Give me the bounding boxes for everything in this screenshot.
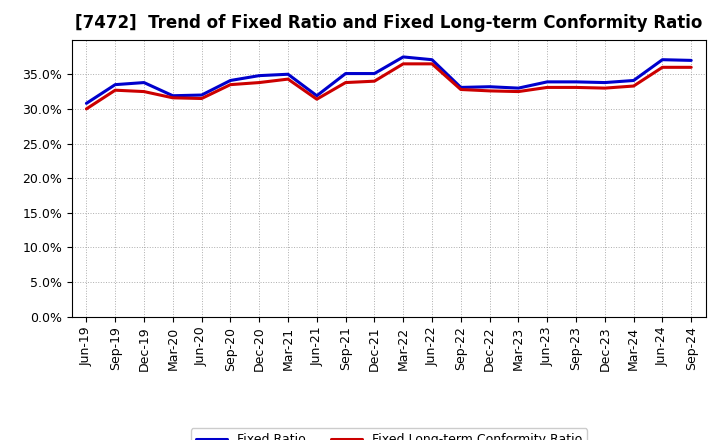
Fixed Long-term Conformity Ratio bbox=[140, 89, 148, 94]
Fixed Ratio bbox=[629, 78, 638, 83]
Fixed Ratio bbox=[341, 71, 350, 76]
Fixed Long-term Conformity Ratio bbox=[572, 85, 580, 90]
Fixed Long-term Conformity Ratio bbox=[341, 80, 350, 85]
Fixed Ratio bbox=[543, 79, 552, 84]
Fixed Ratio bbox=[312, 93, 321, 99]
Fixed Ratio bbox=[600, 80, 609, 85]
Fixed Long-term Conformity Ratio bbox=[428, 61, 436, 66]
Fixed Long-term Conformity Ratio bbox=[456, 87, 465, 92]
Fixed Long-term Conformity Ratio bbox=[514, 89, 523, 94]
Fixed Long-term Conformity Ratio bbox=[82, 106, 91, 111]
Fixed Ratio bbox=[370, 71, 379, 76]
Fixed Long-term Conformity Ratio bbox=[255, 80, 264, 85]
Fixed Long-term Conformity Ratio bbox=[168, 95, 177, 100]
Fixed Long-term Conformity Ratio bbox=[600, 85, 609, 91]
Fixed Ratio bbox=[514, 85, 523, 91]
Fixed Long-term Conformity Ratio bbox=[543, 85, 552, 90]
Fixed Ratio bbox=[572, 79, 580, 84]
Fixed Ratio bbox=[197, 92, 206, 98]
Fixed Long-term Conformity Ratio bbox=[312, 96, 321, 102]
Fixed Long-term Conformity Ratio bbox=[687, 65, 696, 70]
Fixed Ratio bbox=[82, 101, 91, 106]
Fixed Long-term Conformity Ratio bbox=[399, 61, 408, 66]
Fixed Ratio bbox=[140, 80, 148, 85]
Fixed Ratio bbox=[284, 72, 292, 77]
Line: Fixed Long-term Conformity Ratio: Fixed Long-term Conformity Ratio bbox=[86, 64, 691, 109]
Fixed Long-term Conformity Ratio bbox=[226, 82, 235, 87]
Fixed Long-term Conformity Ratio bbox=[197, 96, 206, 101]
Fixed Ratio bbox=[658, 57, 667, 62]
Legend: Fixed Ratio, Fixed Long-term Conformity Ratio: Fixed Ratio, Fixed Long-term Conformity … bbox=[191, 429, 587, 440]
Fixed Ratio bbox=[428, 57, 436, 62]
Title: [7472]  Trend of Fixed Ratio and Fixed Long-term Conformity Ratio: [7472] Trend of Fixed Ratio and Fixed Lo… bbox=[75, 15, 703, 33]
Fixed Long-term Conformity Ratio bbox=[658, 65, 667, 70]
Fixed Ratio bbox=[168, 93, 177, 99]
Fixed Long-term Conformity Ratio bbox=[111, 88, 120, 93]
Fixed Long-term Conformity Ratio bbox=[485, 88, 494, 94]
Fixed Ratio bbox=[111, 82, 120, 87]
Fixed Long-term Conformity Ratio bbox=[629, 84, 638, 89]
Fixed Ratio bbox=[226, 78, 235, 83]
Fixed Long-term Conformity Ratio bbox=[284, 77, 292, 82]
Fixed Ratio bbox=[687, 58, 696, 63]
Fixed Ratio bbox=[485, 84, 494, 89]
Line: Fixed Ratio: Fixed Ratio bbox=[86, 57, 691, 103]
Fixed Ratio bbox=[255, 73, 264, 78]
Fixed Ratio bbox=[456, 85, 465, 90]
Fixed Long-term Conformity Ratio bbox=[370, 78, 379, 84]
Fixed Ratio bbox=[399, 54, 408, 59]
